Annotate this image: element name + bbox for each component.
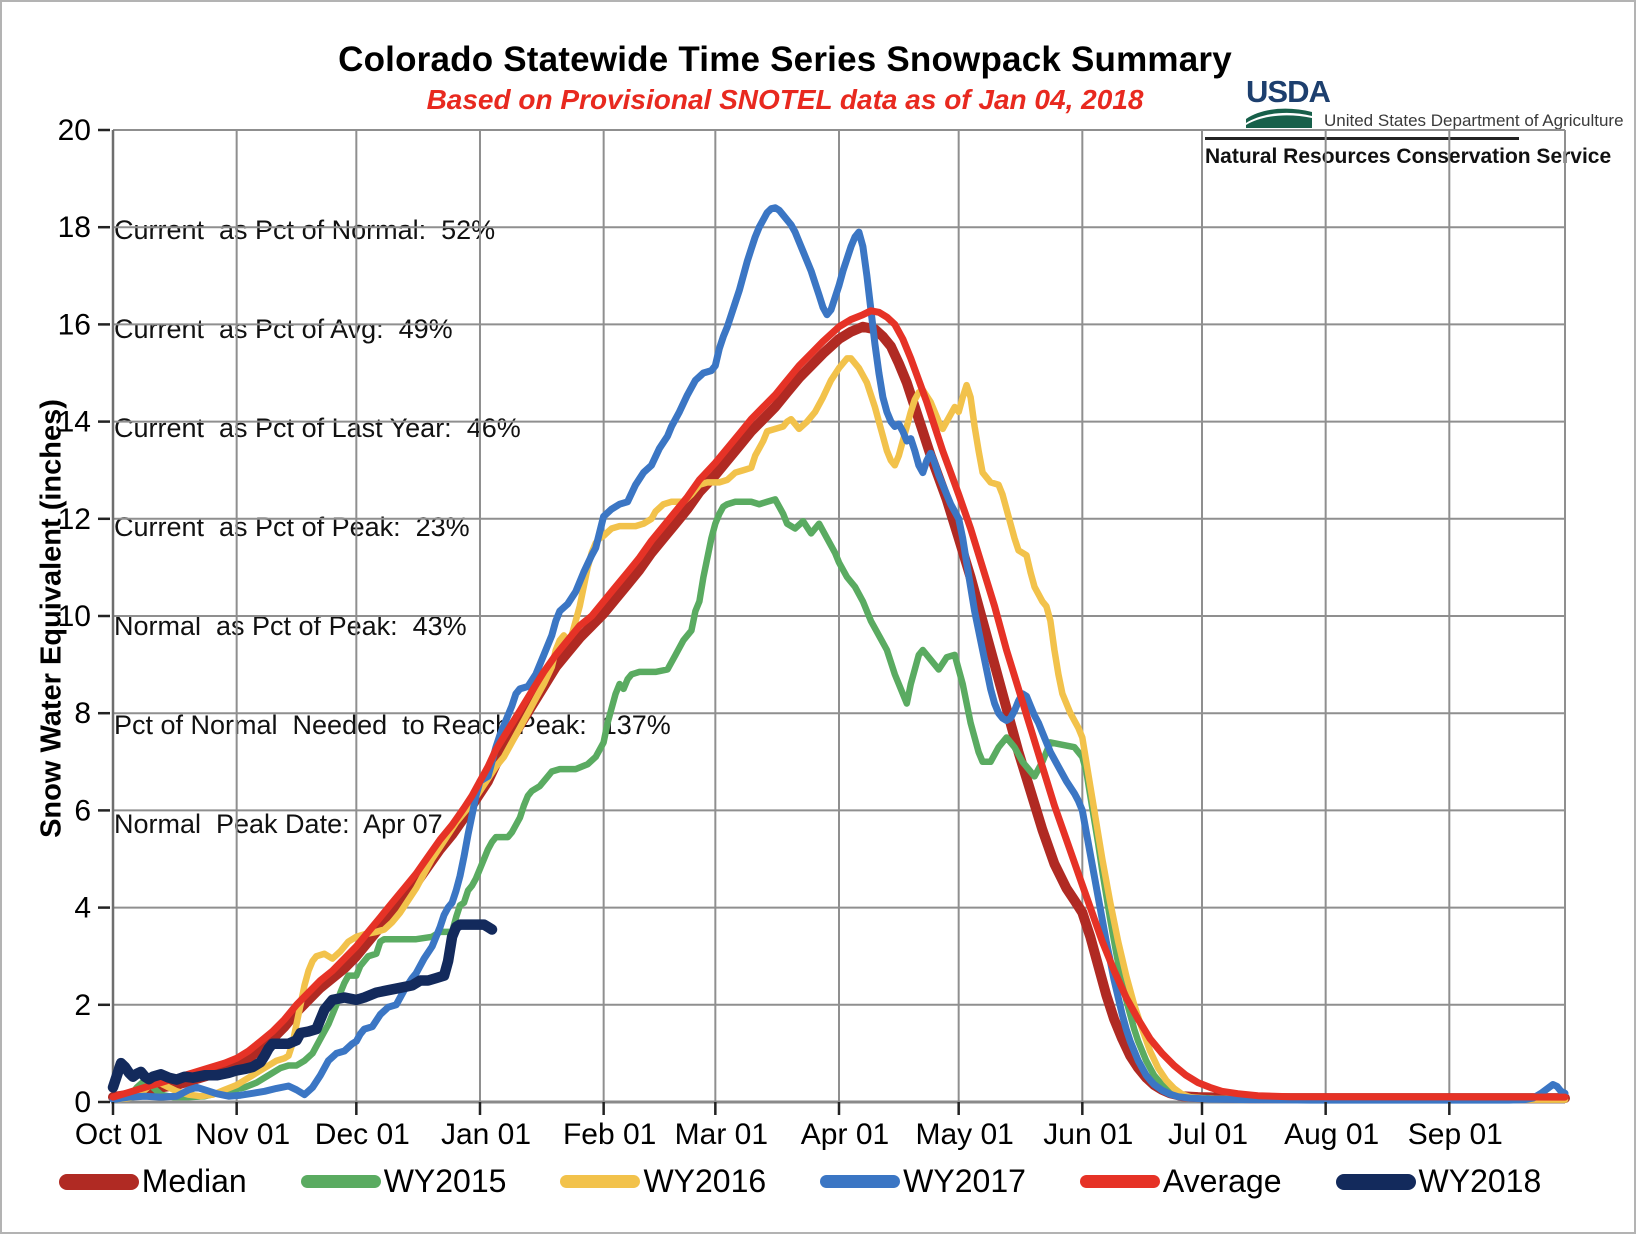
legend-item-wy2017: WY2017 [820,1163,1026,1200]
stat-line: Current as Pct of Normal: 52% [114,215,496,245]
usda-logo-text: USDA [1246,74,1331,109]
legend-swatch-wy2015 [300,1175,381,1188]
legend-item-median: Median [58,1163,247,1200]
x-tick-label: Apr 01 [801,1118,889,1151]
y-tick-label: 14 [58,406,91,439]
stat-line: Normal Peak Date: Apr 07 [114,809,443,839]
x-tick-label: Jul 01 [1168,1118,1248,1151]
legend-label: WY2015 [383,1163,507,1199]
snowpack-stats-block: Current as Pct of Normal: 52% Current as… [114,148,671,874]
legend-item-wy2016: WY2016 [560,1163,766,1200]
legend-swatch-wy2017 [820,1175,901,1188]
y-tick-label: 12 [58,503,91,536]
chart-subtitle: Based on Provisional SNOTEL data as of J… [426,84,1144,115]
stat-line: Current as Pct of Peak: 23% [114,512,470,542]
y-tick-label: 16 [58,308,91,341]
series-line-wy2018 [107,919,498,1093]
series-line-median [108,321,1570,1104]
series-line-average [109,307,1569,1101]
x-tick-label: Dec 01 [315,1118,410,1151]
usda-logo-block: USDA United States Department of Agricul… [1205,74,1626,169]
axis-tick-labels: 0 2 4 6 8 10 12 14 16 18 20 Oct 01 Nov 01 Dec 01 Jan 0… [58,114,1503,1151]
y-tick-label: 6 [74,794,91,827]
stat-line: Current as Pct of Last Year: 46% [114,413,521,443]
legend-item-wy2018: WY2018 [1335,1163,1542,1200]
legend-label: WY2017 [903,1163,1026,1199]
page-title: Colorado Statewide Time Series Snowpack … [338,40,1232,79]
y-tick-label: 4 [74,892,91,925]
chart-legend: Median WY2015 WY2016 WY2017 Average WY2018 [0,1163,1600,1200]
legend-label: Average [1162,1163,1282,1199]
legend-swatch-average [1079,1175,1160,1188]
x-tick-label: Mar 01 [675,1118,768,1151]
legend-label: WY2018 [1418,1163,1542,1199]
legend-swatch-wy2018 [1335,1173,1416,1190]
series-line-wy2015 [109,496,1569,1103]
legend-item-wy2015: WY2015 [300,1163,507,1200]
y-tick-label: 2 [74,989,91,1022]
x-tick-label: May 01 [915,1118,1013,1151]
y-tick-label: 20 [58,114,91,147]
y-tick-label: 0 [74,1086,91,1119]
usda-divider [1205,137,1519,140]
usda-swoosh-icon [1246,106,1312,133]
x-tick-label: Nov 01 [195,1118,290,1151]
stat-line: Pct of Normal Needed to Reach Peak: 137% [114,710,671,740]
x-tick-label: Sep 01 [1408,1118,1503,1151]
legend-swatch-median [58,1173,139,1190]
legend-label: Median [141,1163,247,1199]
x-tick-label: Jan 01 [441,1118,531,1151]
usda-agency-text: Natural Resources Conservation Service [1205,145,1612,168]
legend-swatch-wy2016 [560,1175,641,1188]
usda-department-text: United States Department of Agriculture [1324,111,1624,130]
x-tick-label: Jun 01 [1043,1118,1133,1151]
legend-item-average: Average [1079,1163,1282,1200]
axis-ticks [98,128,1451,1115]
x-tick-label: Feb 01 [563,1118,656,1151]
x-tick-label: Oct 01 [75,1118,163,1151]
series-line-wy2017 [109,204,1569,1104]
series-line-wy2016 [109,355,1569,1103]
y-tick-label: 10 [58,600,91,633]
y-tick-label: 18 [58,211,91,244]
x-tick-label: Aug 01 [1284,1118,1379,1151]
y-tick-label: 8 [74,697,91,730]
legend-label: WY2016 [643,1163,767,1199]
